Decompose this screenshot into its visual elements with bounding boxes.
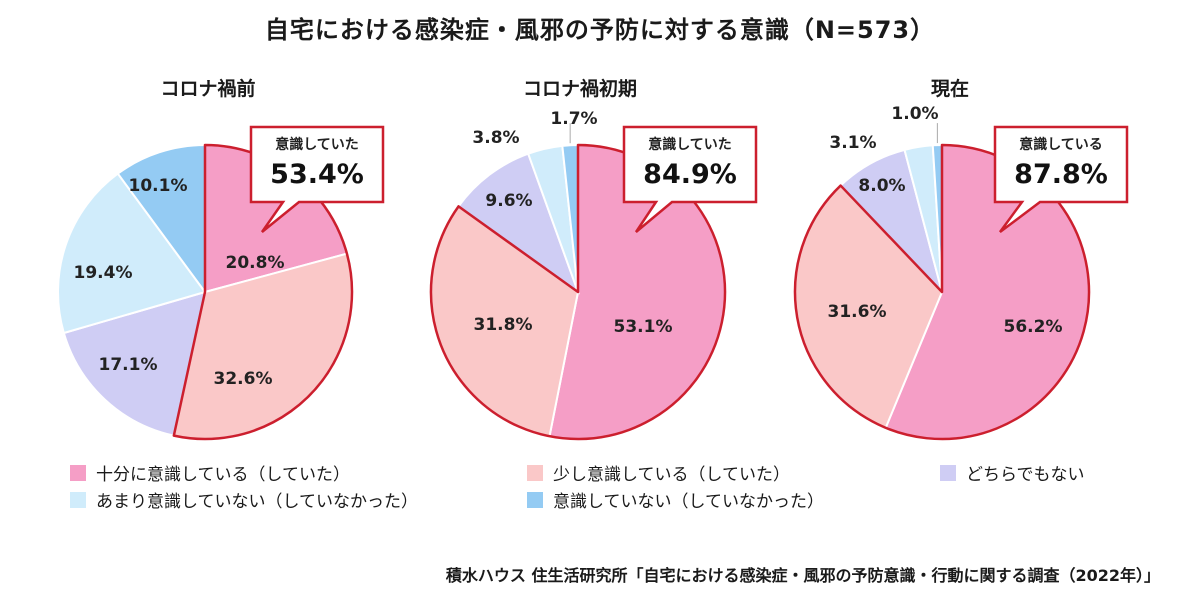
pie-chart: 56.2% 31.6% 8.0% 3.1% 1.0% 意識している 87.8% — [793, 104, 1129, 441]
callout-label: 意識していた — [648, 136, 732, 153]
callout-bubble — [993, 125, 1129, 233]
legend-swatch — [70, 491, 86, 508]
callout-label: 意識していた — [275, 136, 359, 153]
callout-bubble — [249, 125, 385, 233]
pie-title-early: コロナ禍初期 — [522, 78, 637, 100]
pie-title-now: 現在 — [930, 78, 969, 100]
pie-chart: 20.8% 32.6% 17.1% 19.4% 10.1% 意識していた 53.4% — [57, 125, 385, 441]
legend-item-not-aware: 意識していない（していなかった） — [527, 487, 824, 512]
callout-value: 84.9% — [643, 159, 737, 190]
callout-value: 87.8% — [1014, 159, 1108, 190]
legend-item-neutral: どちらでもない — [940, 460, 1085, 485]
callout-box: 意識している 87.8% — [993, 125, 1129, 233]
callout-bubble — [622, 125, 758, 233]
legend-swatch — [940, 464, 956, 481]
callout-box: 意識していた 53.4% — [249, 125, 385, 233]
slice-label: 53.1% — [614, 317, 673, 337]
pie-slice — [57, 172, 207, 335]
slice-label: 32.6% — [214, 369, 273, 389]
slice-label: 31.6% — [828, 302, 887, 322]
callout-box: 意識していた 84.9% — [622, 125, 758, 233]
legend-label: あまり意識していない（していなかった） — [96, 492, 418, 512]
slice-label: 10.1% — [129, 176, 188, 196]
slice-label: 1.0% — [891, 104, 938, 124]
legend-swatch — [527, 464, 543, 481]
chart-main-title: 自宅における感染症・風邪の予防に対する意識（N=573） — [264, 16, 936, 44]
slice-label: 17.1% — [99, 355, 158, 375]
source-note: 積水ハウス 住生活研究所「自宅における感染症・風邪の予防意識・行動に関する調査（… — [445, 566, 1160, 585]
pie-slice — [62, 290, 207, 437]
slice-label: 56.2% — [1004, 317, 1063, 337]
slice-label: 1.7% — [550, 109, 597, 129]
pie-slice — [116, 143, 206, 296]
callout-value: 53.4% — [270, 159, 364, 190]
legend-item-fully-aware: 十分に意識している（していた） — [70, 460, 350, 485]
legend-swatch — [527, 491, 543, 508]
slice-label: 3.8% — [472, 128, 519, 148]
legend-label: 少し意識している（していた） — [553, 465, 790, 485]
legend-item-not-very-aware: あまり意識していない（していなかった） — [70, 487, 418, 512]
pie-title-before: コロナ禍前 — [160, 78, 256, 100]
legend-label: 意識していない（していなかった） — [553, 492, 824, 512]
slice-label: 8.0% — [858, 176, 905, 196]
callout-label: 意識している — [1019, 136, 1103, 153]
legend-item-somewhat-aware: 少し意識している（していた） — [527, 460, 790, 485]
slice-label: 31.8% — [474, 315, 533, 335]
slice-label: 19.4% — [74, 263, 133, 283]
pie-slice — [457, 152, 581, 295]
legend-label: 十分に意識している（していた） — [96, 465, 350, 485]
slice-label: 9.6% — [485, 191, 532, 211]
legend-swatch — [70, 464, 86, 481]
slice-label: 20.8% — [226, 253, 285, 273]
legend-label: どちらでもない — [966, 465, 1085, 485]
pie-chart: 53.1% 31.8% 9.6% 3.8% 1.7% 意識していた 84.9% — [429, 109, 758, 441]
slice-label: 3.1% — [829, 133, 876, 153]
